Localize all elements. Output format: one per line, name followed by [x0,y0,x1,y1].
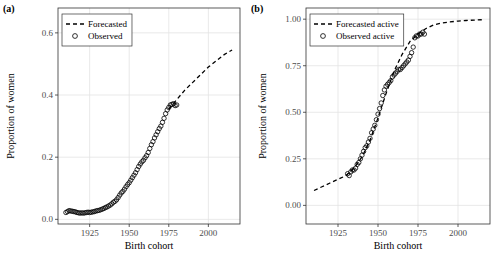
tick [55,95,58,96]
tick [208,224,209,227]
plot-frame [306,8,490,224]
data-point [376,112,380,116]
tick-label: 2000 [449,228,468,238]
tick-label: 1925 [81,228,100,238]
tick-label: 0.0 [42,214,54,224]
data-point [379,101,383,105]
legend-swatch [321,34,326,39]
legend-label: Forecasted [88,19,127,29]
tick [458,224,459,227]
tick [303,19,306,20]
panel-title: (a) [3,3,15,15]
grid-line [58,95,240,96]
y-axis-label: Proportion of women [257,73,268,159]
legend-label: Forecasted active [336,19,399,29]
legend-box [62,14,132,46]
tick-label: 1950 [369,228,388,238]
tick [303,112,306,113]
grid-line [208,8,209,224]
panel: 0.00 0.25 0.50 0.75 1.00 1925 1950 1975 2000 Fore… [285,8,490,238]
data-point [411,45,415,49]
tick [129,224,130,227]
grid-line [306,205,490,206]
tick-label: 2000 [199,228,218,238]
y-axis-label: Proportion of women [5,73,16,159]
tick [55,219,58,220]
tick [303,158,306,159]
grid-line [418,8,419,224]
legend-label: Observed [88,31,123,41]
tick-label: 0.6 [42,28,54,38]
legend-swatch [73,34,78,39]
data-point [368,136,372,140]
x-axis-label: Birth cohort [125,240,174,251]
legend-swatch [314,23,332,24]
plot-frame [58,8,240,224]
grid-line [306,65,490,66]
data-point [422,32,426,36]
data-point [377,106,381,110]
legend: Forecasted active Observed active [310,14,404,46]
tick-label: 0.2 [42,152,53,162]
plot-background [58,8,240,224]
panel-title: (b) [251,3,263,15]
series-line [169,50,232,109]
marks [64,50,232,215]
tick [55,32,58,33]
tick [168,224,169,227]
grid-line [58,157,240,158]
grid-line [168,8,169,224]
tick-label: 1975 [409,228,428,238]
tick [55,157,58,158]
tick-label: 1.00 [285,14,301,24]
tick-label: 1975 [160,228,179,238]
x-axis-label: Birth cohort [374,240,423,251]
tick [303,205,306,206]
legend-box [310,14,404,46]
figure: 0.0 0.2 0.4 0.6 1925 1950 1975 2000 Forecasted Ob… [0,0,500,254]
data-point [374,118,378,122]
tick-label: 0.25 [285,154,301,164]
data-point [409,50,413,54]
panel: 0.0 0.2 0.4 0.6 1925 1950 1975 2000 Forecasted Ob… [42,8,240,238]
tick-label: 0.00 [285,200,301,210]
tick-label: 1950 [120,228,139,238]
tick [338,224,339,227]
data-point [373,123,377,127]
tick [378,224,379,227]
tick-label: 0.4 [42,90,54,100]
legend-label: Observed active [336,31,394,41]
tick [418,224,419,227]
data-point [381,93,385,97]
grid-line [58,219,240,220]
tick-label: 0.75 [285,61,301,71]
tick-label: 1925 [329,228,348,238]
tick [89,224,90,227]
tick-label: 0.50 [285,107,301,117]
data-point [162,116,166,120]
plot-background [306,8,490,224]
grid-line [458,8,459,224]
grid-line [306,112,490,113]
data-point [174,103,178,107]
grid-line [306,158,490,159]
tick [303,65,306,66]
legend-swatch [66,23,84,24]
legend: Forecasted Observed [62,14,132,46]
